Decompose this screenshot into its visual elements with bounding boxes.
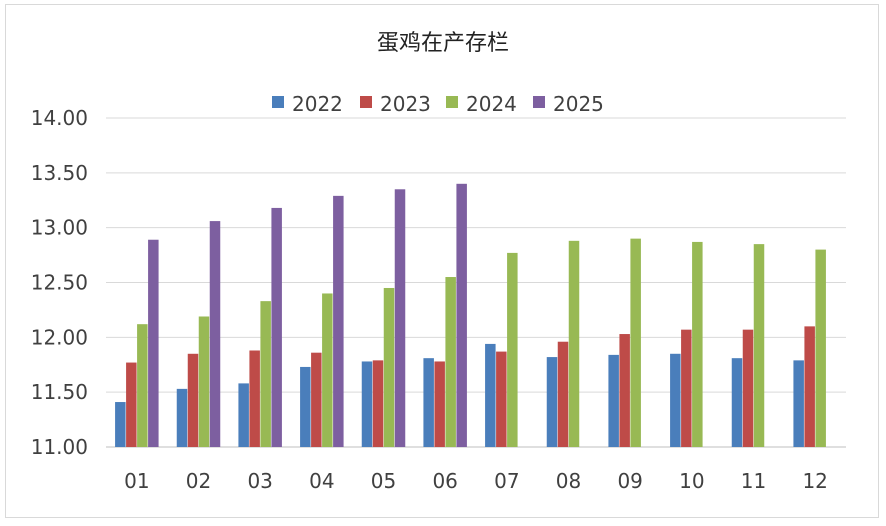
y-tick-label: 11.50 [31, 380, 88, 404]
bar-2024-06 [445, 277, 456, 447]
bar-2025-01 [148, 239, 159, 447]
x-tick-label: 02 [186, 469, 211, 493]
y-tick-label: 14.00 [31, 106, 88, 130]
legend-swatch-2025 [533, 96, 545, 108]
bar-2024-12 [815, 249, 826, 447]
x-tick-label: 11 [741, 469, 766, 493]
bar-2022-10 [670, 353, 681, 447]
bar-2023-06 [434, 361, 445, 447]
bar-2023-01 [126, 362, 137, 447]
bars [115, 183, 826, 448]
bar-2023-09 [619, 334, 630, 447]
bar-2024-03 [260, 301, 271, 447]
bar-2025-04 [333, 195, 344, 447]
x-axis-ticks: 01 02 03 04 05 06 07 08 09 10 11 12 [124, 469, 828, 493]
bar-2024-10 [692, 241, 703, 447]
x-tick-label: 09 [617, 469, 642, 493]
bar-2025-06 [456, 183, 467, 448]
legend-label: 2023 [380, 92, 431, 116]
bar-2023-03 [249, 350, 260, 447]
bar-2022-07 [485, 343, 496, 447]
legend-label: 2024 [466, 92, 517, 116]
y-tick-label: 12.50 [31, 271, 88, 295]
bar-2023-05 [372, 360, 384, 447]
legend-label: 2025 [553, 92, 604, 116]
grid-lines [106, 117, 846, 448]
y-tick-label: 11.00 [31, 435, 88, 459]
bar-2024-02 [198, 316, 210, 447]
y-tick-label: 13.00 [31, 216, 88, 240]
bar-2023-04 [311, 352, 322, 447]
y-tick-label: 13.50 [31, 161, 88, 185]
bar-2024-11 [753, 244, 765, 447]
legend-swatch-2024 [446, 96, 458, 108]
y-tick-label: 12.00 [31, 325, 88, 349]
y-axis-ticks: 11.00 11.50 12.00 12.50 13.00 13.50 14.00 [31, 106, 88, 459]
bar-2022-03 [238, 383, 249, 447]
bar-2023-10 [681, 329, 692, 447]
bar-2022-04 [300, 366, 311, 447]
legend-swatch-2022 [272, 96, 284, 108]
x-tick-label: 03 [247, 469, 272, 493]
x-tick-label: 07 [494, 469, 519, 493]
bar-2022-06 [423, 358, 434, 447]
bar-2024-07 [507, 252, 518, 447]
bar-2022-12 [793, 360, 804, 447]
bar-2025-03 [271, 207, 282, 447]
bar-2023-02 [187, 353, 199, 447]
bar-2022-11 [731, 358, 743, 447]
legend-label: 2022 [292, 92, 343, 116]
bar-2024-09 [630, 238, 641, 447]
bar-2022-05 [361, 361, 373, 447]
x-tick-label: 01 [124, 469, 149, 493]
x-tick-label: 08 [556, 469, 581, 493]
bar-2023-11 [742, 329, 754, 447]
bar-2025-05 [394, 189, 406, 448]
bar-2023-12 [804, 326, 815, 447]
chart-title: 蛋鸡在产存栏 [377, 31, 509, 56]
bar-2022-01 [115, 402, 126, 447]
bar-2024-08 [568, 240, 580, 447]
bar-2024-01 [137, 324, 148, 447]
x-tick-label: 05 [371, 469, 396, 493]
legend-swatch-2023 [360, 96, 372, 108]
bar-2024-05 [383, 287, 395, 447]
x-tick-label: 10 [679, 469, 704, 493]
bar-2023-07 [496, 351, 507, 447]
x-tick-label: 04 [309, 469, 334, 493]
bar-2024-04 [322, 293, 333, 447]
x-tick-label: 06 [432, 469, 457, 493]
bar-2023-08 [557, 341, 569, 447]
bar-2025-02 [209, 221, 221, 447]
bar-2022-02 [176, 388, 188, 447]
bar-2022-08 [546, 357, 558, 447]
bar-2022-09 [608, 354, 619, 447]
legend: 2022 2023 2024 2025 [272, 92, 604, 116]
x-tick-label: 12 [802, 469, 827, 493]
